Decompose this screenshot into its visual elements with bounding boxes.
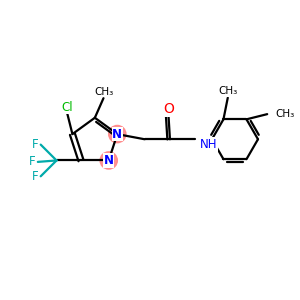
Text: F: F xyxy=(29,155,35,168)
Text: NH: NH xyxy=(200,138,217,151)
Circle shape xyxy=(109,125,126,143)
Circle shape xyxy=(100,152,117,169)
Text: O: O xyxy=(163,102,174,116)
Text: CH₃: CH₃ xyxy=(219,86,238,96)
Text: F: F xyxy=(32,170,39,183)
Text: CH₃: CH₃ xyxy=(276,109,295,119)
Text: N: N xyxy=(112,128,122,141)
Text: F: F xyxy=(32,138,39,151)
Text: N: N xyxy=(104,154,114,167)
Text: Cl: Cl xyxy=(61,100,73,113)
Text: CH₃: CH₃ xyxy=(94,87,114,97)
